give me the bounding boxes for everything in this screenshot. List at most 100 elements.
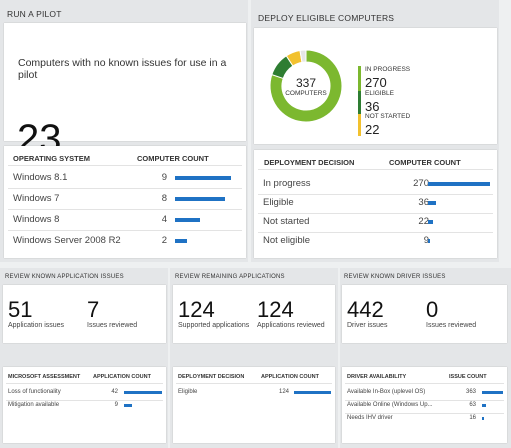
table-row-value: 124 <box>278 389 289 395</box>
table-row-label[interactable]: Loss of functionality <box>8 389 61 395</box>
table-row-bar <box>175 239 188 243</box>
table-row-divider <box>258 194 493 195</box>
remaining-col-count: APPLICATION COUNT <box>261 374 319 380</box>
drivers-col-count: ISSUE COUNT <box>449 374 487 380</box>
donut-total-label: COMPUTERS <box>285 90 327 97</box>
table-row-value: 22 <box>418 216 429 227</box>
apps-summary-card[interactable]: 51 Application issues 7 Issues reviewed <box>3 285 166 343</box>
drivers-col-availability: DRIVER AVAILABILITY <box>347 374 407 380</box>
table-row-value: 270 <box>413 178 429 189</box>
pilot-col-os: OPERATING SYSTEM <box>13 154 90 163</box>
legend-in-progress-label: IN PROGRESS <box>365 66 411 73</box>
table-row-value: 36 <box>418 197 429 208</box>
table-row-label[interactable]: Available In-Box (uplevel OS) <box>347 389 426 395</box>
table-row-label[interactable]: Windows 7 <box>13 193 60 204</box>
deploy-donut-card[interactable]: 337 COMPUTERS IN PROGRESS 270 ELIGIBLE 3… <box>254 28 497 144</box>
table-header-divider <box>345 383 504 384</box>
table-row-label[interactable]: Eligible <box>178 389 198 395</box>
deploy-decision-table: DEPLOYMENT DECISION COMPUTER COUNT In pr… <box>254 150 497 258</box>
remaining-reviewed-label: Applications reviewed <box>257 322 325 329</box>
table-row-label[interactable]: Windows 8 <box>13 214 60 225</box>
deploy-col-decision: DEPLOYMENT DECISION <box>264 158 355 167</box>
table-row-value: 63 <box>469 402 476 408</box>
apps-col-count: APPLICATION COUNT <box>93 374 151 380</box>
legend-not-started-label: NOT STARTED <box>365 113 411 120</box>
drivers-summary-card[interactable]: 442 Driver issues 0 Issues reviewed <box>342 285 507 343</box>
table-row-value: 42 <box>111 389 118 395</box>
apps-assessment-table: MICROSOFT ASSESSMENT APPLICATION COUNT L… <box>3 367 166 443</box>
pilot-col-count: COMPUTER COUNT <box>137 154 209 163</box>
table-row-label[interactable]: Windows Server 2008 R2 <box>13 235 121 246</box>
table-row-label[interactable]: Not started <box>263 216 310 227</box>
table-row-bar <box>175 176 231 180</box>
table-row-bar <box>124 391 162 394</box>
table-row-label[interactable]: Eligible <box>263 197 294 208</box>
pilot-os-table: OPERATING SYSTEM COMPUTER COUNT Windows … <box>4 146 246 258</box>
table-row-label[interactable]: Mitigation available <box>8 402 60 408</box>
table-row-value: 9 <box>161 172 167 183</box>
donut-slice-in-progress <box>269 49 343 123</box>
apps-section-title: REVIEW KNOWN APPLICATION ISSUES <box>5 274 124 280</box>
remaining-decision-table: DEPLOYMENT DECISION APPLICATION COUNT El… <box>173 367 335 443</box>
table-row-bar <box>428 201 437 205</box>
remaining-col-decision: DEPLOYMENT DECISION <box>178 374 245 380</box>
deploy-col-count: COMPUTER COUNT <box>389 158 461 167</box>
table-row-value: 9 <box>423 235 429 246</box>
table-row-divider <box>8 188 242 189</box>
remaining-summary-card[interactable]: 124 Supported applications 124 Applicati… <box>173 285 335 343</box>
table-row-bar <box>175 197 225 201</box>
pilot-header-divider <box>8 165 242 166</box>
table-header-divider <box>6 383 163 384</box>
apps-reviewed-label: Issues reviewed <box>87 322 138 329</box>
pilot-section-title: RUN A PILOT <box>7 9 62 19</box>
drivers-availability-table: DRIVER AVAILABILITY ISSUE COUNT Availabl… <box>342 367 507 443</box>
pilot-description: Computers with no known issues for use i… <box>18 57 227 81</box>
table-row-label[interactable]: Not eligible <box>263 235 310 246</box>
table-row-divider <box>8 209 242 210</box>
drivers-issues-label: Driver issues <box>347 322 388 329</box>
table-row-label[interactable]: Needs IHV driver <box>347 415 393 421</box>
table-row-bar <box>482 417 484 420</box>
table-row-bar <box>428 220 433 224</box>
table-row-label[interactable]: Available Online (Windows Up... <box>347 402 433 408</box>
legend-eligible-swatch <box>358 91 361 115</box>
apps-issues-count: 51 <box>8 297 33 322</box>
drivers-reviewed-count: 0 <box>426 297 439 322</box>
donut-total: 337 <box>295 76 317 90</box>
table-row-value: 16 <box>469 415 476 421</box>
donut-slice-other <box>299 49 307 63</box>
legend-not-started-value: 22 <box>365 122 380 137</box>
legend-eligible-label: ELIGIBLE <box>365 90 394 97</box>
table-row-value: 9 <box>114 402 118 408</box>
legend-in-progress-swatch <box>358 66 361 92</box>
apps-reviewed-count: 7 <box>87 297 100 322</box>
table-row-divider <box>345 400 504 401</box>
table-row-bar <box>428 239 430 243</box>
deploy-donut-chart <box>269 49 343 123</box>
table-row-divider <box>258 232 493 233</box>
table-row-bar <box>294 391 331 394</box>
table-row-divider <box>6 400 163 401</box>
drivers-issues-count: 442 <box>347 297 384 322</box>
deploy-section-title: DEPLOY ELIGIBLE COMPUTERS <box>258 13 395 23</box>
table-row-bar <box>482 404 486 407</box>
remaining-reviewed-count: 124 <box>257 297 294 322</box>
table-row-divider <box>345 413 504 414</box>
table-row-label[interactable]: In progress <box>263 178 311 189</box>
table-row-bar <box>428 182 490 186</box>
table-row-value: 8 <box>161 193 167 204</box>
remaining-section-title: REVIEW REMAINING APPLICATIONS <box>175 274 285 280</box>
table-row-bar <box>482 391 503 394</box>
legend-eligible-value: 36 <box>365 99 380 114</box>
apps-col-assessment: MICROSOFT ASSESSMENT <box>8 374 81 380</box>
table-row-value: 2 <box>161 235 167 246</box>
legend-not-started-swatch <box>358 114 361 136</box>
remaining-supported-count: 124 <box>178 297 215 322</box>
table-row-value: 4 <box>161 214 167 225</box>
legend-in-progress-value: 270 <box>365 75 387 90</box>
pilot-summary-card[interactable]: Computers with no known issues for use i… <box>4 23 246 161</box>
table-header-divider <box>176 383 332 384</box>
deploy-header-divider <box>258 169 493 170</box>
apps-issues-label: Application issues <box>8 322 65 329</box>
table-row-label[interactable]: Windows 8.1 <box>13 172 68 183</box>
